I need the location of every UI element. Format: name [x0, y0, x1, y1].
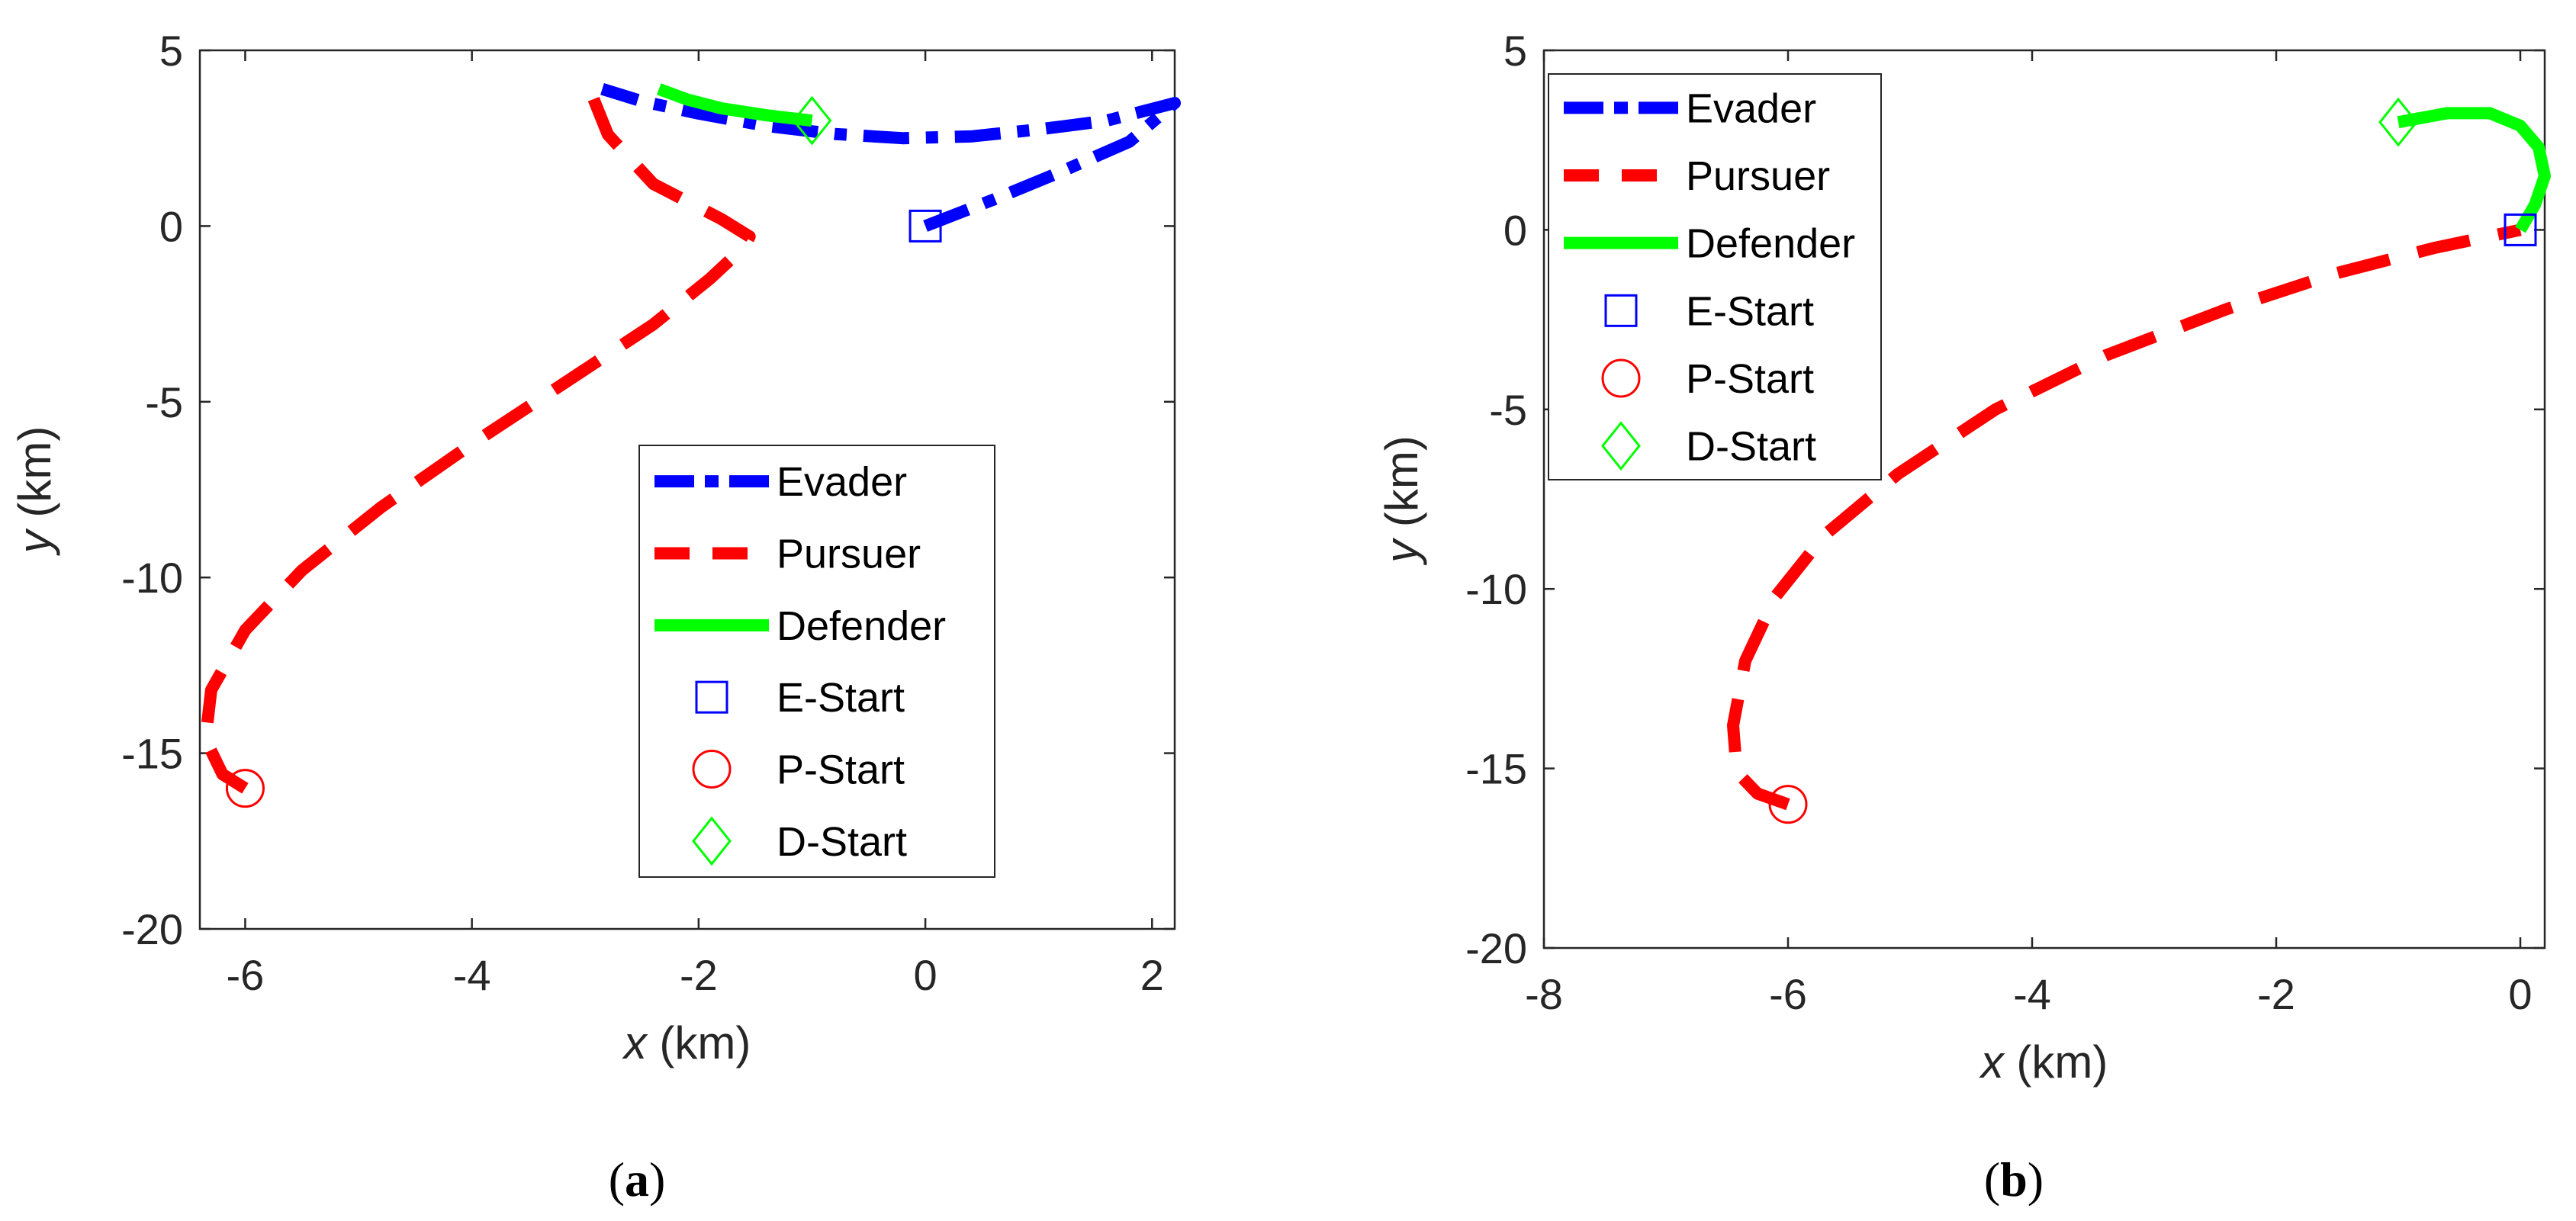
y-axis-label: y (km) — [9, 426, 60, 557]
marker-e-start — [2504, 213, 2537, 246]
legend-p-start-label: P-Start — [777, 747, 905, 793]
y-tick-label: 5 — [159, 27, 183, 75]
y-tick-label: -5 — [145, 378, 183, 426]
panel-caption: (a) — [609, 1152, 666, 1207]
x-axis-label: x (km) — [1979, 1036, 2108, 1088]
y-tick-label: 0 — [159, 202, 183, 250]
caption-close: ) — [2028, 1152, 2044, 1207]
x-tick-label: -6 — [227, 951, 265, 999]
x-tick-label: -6 — [1769, 970, 1807, 1018]
marker-p-start — [225, 769, 265, 808]
y-tick-label: 0 — [1503, 206, 1527, 254]
y-tick-label: 5 — [1503, 27, 1527, 75]
y-tick-label: -20 — [1465, 924, 1527, 972]
y-tick-label: -15 — [1465, 745, 1527, 793]
series-defender-line — [2397, 107, 2551, 233]
caption-open: ( — [1984, 1152, 2000, 1207]
panel-a-chart: -6 -4 -2 0 250-5-10-15-20x (km)y (km) EvaderP… — [9, 27, 1181, 1207]
legend-p-start-symbol — [692, 750, 732, 789]
x-axis-label-unit: (km) — [2004, 1036, 2108, 1088]
y-tick-label: -10 — [121, 554, 183, 602]
marker-d-start — [792, 95, 832, 146]
legend-pursuer-label: Pursuer — [777, 532, 921, 577]
caption-close: ) — [649, 1152, 665, 1207]
legend-p-start-symbol — [1601, 358, 1641, 398]
x-tick-label: -4 — [2013, 970, 2051, 1018]
x-axis-label-unit: (km) — [647, 1017, 751, 1068]
legend-d-start-symbol — [692, 816, 732, 866]
y-tick-label: -15 — [121, 730, 183, 778]
series-pursuer-line — [200, 90, 756, 794]
legend-p-start-label: P-Start — [1686, 356, 1814, 402]
marker-p-start — [1768, 785, 1808, 824]
x-tick-label: 0 — [2508, 970, 2532, 1018]
series-defender-line — [657, 83, 813, 127]
y-tick-label: -20 — [121, 905, 183, 953]
y-axis-label: y (km) — [1376, 435, 1427, 566]
caption-letter: b — [2000, 1152, 2028, 1207]
marker-d-start — [2378, 97, 2418, 147]
legend-e-start-label: E-Start — [777, 675, 905, 721]
legend-defender-label: Defender — [777, 603, 946, 649]
y-axis-label-unit: (km) — [9, 426, 60, 531]
legend-d-start-label: D-Start — [777, 819, 907, 865]
x-axis-label: x (km) — [622, 1017, 751, 1068]
series-pursuer-line — [1727, 223, 2522, 811]
axes-box — [1542, 49, 2546, 949]
x-axis-label-var: x — [1979, 1036, 2005, 1088]
x-tick-label: 0 — [913, 951, 937, 999]
legend-box — [638, 445, 995, 878]
y-axis-label-var: y — [9, 527, 60, 556]
x-tick-label: -8 — [1525, 970, 1563, 1018]
y-tick-label: -10 — [1465, 565, 1527, 613]
legend-defender-label: Defender — [1686, 221, 1855, 267]
marker-e-start — [909, 209, 942, 243]
legend-e-start-label: E-Start — [1686, 288, 1814, 334]
y-axis-label-unit: (km) — [1376, 435, 1427, 540]
x-axis-label-var: x — [622, 1017, 648, 1068]
legend-evader-label: Evader — [777, 459, 907, 505]
y-axis-label-var: y — [1376, 537, 1427, 566]
series-evader-line — [600, 83, 1181, 232]
axes-box — [198, 49, 1176, 930]
caption-letter: a — [625, 1152, 649, 1207]
legend-d-start-symbol — [1601, 421, 1641, 471]
legend-box — [1548, 73, 1882, 480]
panel-b-chart: -8 -6 -4 -2 050-5-10-15-20x (km)y (km)Evader… — [1376, 27, 2551, 1207]
x-tick-label: 2 — [1140, 951, 1164, 999]
x-tick-label: -2 — [680, 951, 718, 999]
panel-caption: (b) — [1984, 1152, 2044, 1207]
x-tick-label: -4 — [453, 951, 491, 999]
caption-open: ( — [609, 1152, 625, 1207]
legend-e-start-symbol — [695, 680, 728, 714]
legend-evader-label: Evader — [1686, 85, 1816, 131]
legend-pursuer-label: Pursuer — [1686, 153, 1830, 199]
legend-d-start-label: D-Start — [1686, 424, 1816, 470]
legend-e-start-symbol — [1604, 294, 1638, 327]
y-tick-label: -5 — [1489, 386, 1527, 434]
x-tick-label: -2 — [2257, 970, 2295, 1018]
